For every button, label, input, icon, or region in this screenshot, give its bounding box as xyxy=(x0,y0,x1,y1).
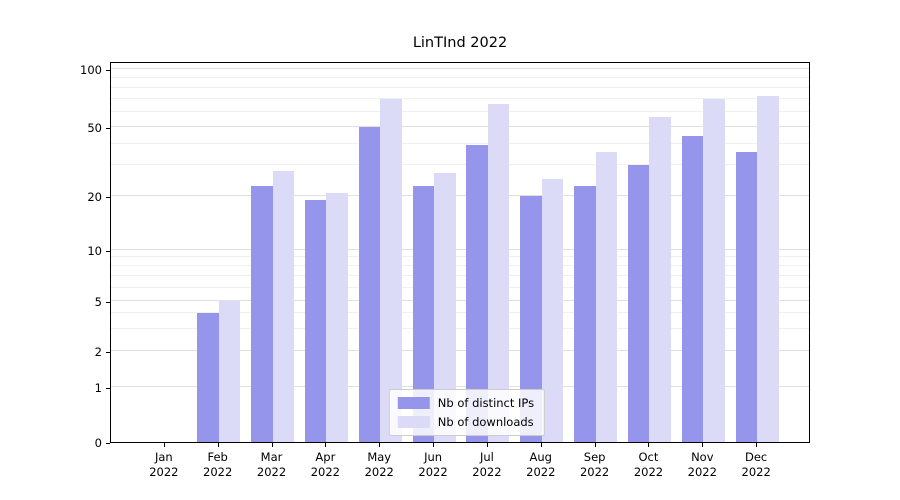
gridline xyxy=(111,68,809,70)
x-tick-label-mar: Mar 2022 xyxy=(256,450,287,479)
legend-label: Nb of distinct IPs xyxy=(437,396,535,410)
x-tick-label-jun: Jun 2022 xyxy=(418,450,448,479)
bar-downloads-sep xyxy=(595,151,618,442)
bar-distinct-ips-mar xyxy=(251,185,273,442)
x-tick-mark xyxy=(325,443,327,447)
bar-distinct-ips-jun xyxy=(412,185,435,442)
bar-downloads-may xyxy=(380,98,402,442)
bar-downloads-apr xyxy=(326,192,348,442)
y-tick-label: 20 xyxy=(87,190,102,205)
x-tick-mark xyxy=(540,443,542,447)
gridline xyxy=(111,275,809,277)
x-tick-mark xyxy=(379,443,381,447)
y-tick-mark xyxy=(106,250,110,252)
y-tick-mark xyxy=(106,127,110,129)
bar-distinct-ips-sep xyxy=(574,185,596,442)
legend: Nb of distinct IPs Nb of downloads xyxy=(388,389,546,436)
bar-distinct-ips-aug xyxy=(520,196,542,442)
gridline xyxy=(111,248,809,250)
y-tick-mark xyxy=(106,443,110,444)
legend-swatch xyxy=(397,397,430,409)
gridline xyxy=(111,125,809,127)
bar-downloads-nov xyxy=(703,98,725,442)
legend-swatch xyxy=(397,416,430,428)
gridline xyxy=(111,256,809,258)
x-tick-label-oct: Oct 2022 xyxy=(633,450,664,479)
x-tick-mark xyxy=(756,443,758,447)
gridline xyxy=(111,195,809,197)
bar-distinct-ips-may xyxy=(358,126,381,442)
x-tick-label-feb: Feb 2022 xyxy=(203,450,233,479)
x-tick-mark xyxy=(271,443,273,447)
x-tick-mark xyxy=(648,443,650,447)
gridline xyxy=(111,265,809,267)
gridline xyxy=(111,164,809,166)
x-tick-label-apr: Apr 2022 xyxy=(310,450,341,479)
y-tick-mark xyxy=(106,302,110,304)
bar-distinct-ips-dec xyxy=(735,151,758,442)
y-tick-label: 100 xyxy=(80,63,102,78)
x-tick-label-sep: Sep 2022 xyxy=(579,450,610,479)
gridline xyxy=(111,327,809,329)
y-tick-label: 0 xyxy=(94,436,102,450)
gridline xyxy=(111,77,809,79)
x-tick-label-nov: Nov 2022 xyxy=(687,450,717,479)
bar-downloads-feb xyxy=(218,301,241,442)
gridline xyxy=(111,142,809,144)
x-tick-mark xyxy=(433,443,435,447)
x-tick-label-dec: Dec 2022 xyxy=(741,450,771,479)
gridline xyxy=(111,97,809,99)
y-tick-mark xyxy=(106,388,110,390)
gridline xyxy=(111,110,809,112)
x-tick-mark xyxy=(163,443,165,447)
legend-item: Nb of distinct IPs xyxy=(397,396,535,410)
gridline xyxy=(111,286,809,288)
bar-distinct-ips-oct xyxy=(627,165,650,442)
bar-distinct-ips-nov xyxy=(681,136,704,442)
x-tick-mark xyxy=(594,443,596,447)
bar-downloads-jul xyxy=(487,103,510,442)
x-tick-mark xyxy=(486,443,488,447)
gridline xyxy=(111,349,809,351)
chart-title: LinTInd 2022 xyxy=(412,35,508,51)
bar-downloads-oct xyxy=(649,117,671,442)
y-tick-label: 50 xyxy=(87,120,102,135)
gridline xyxy=(111,312,809,314)
y-tick-label: 1 xyxy=(94,381,102,396)
legend-item: Nb of downloads xyxy=(397,415,534,429)
bar-distinct-ips-apr xyxy=(304,200,327,442)
x-tick-mark xyxy=(217,443,219,447)
bar-downloads-jun xyxy=(434,173,456,442)
bar-downloads-mar xyxy=(272,170,295,442)
y-tick-mark xyxy=(106,351,110,353)
gridline xyxy=(111,386,809,388)
bar-distinct-ips-feb xyxy=(197,313,219,442)
x-tick-label-may: May 2022 xyxy=(364,450,394,479)
x-tick-label-jul: Jul 2022 xyxy=(472,450,502,479)
x-tick-mark xyxy=(702,443,704,447)
bar-downloads-aug xyxy=(541,179,564,442)
y-tick-label: 10 xyxy=(87,243,102,258)
y-tick-mark xyxy=(106,197,110,199)
y-tick-mark xyxy=(106,70,110,72)
y-tick-label: 2 xyxy=(94,344,102,359)
gridline xyxy=(111,86,809,88)
gridline xyxy=(111,300,809,302)
x-tick-label-jan: Jan 2022 xyxy=(149,450,179,479)
plot-area: Nb of distinct IPs Nb of downloads xyxy=(110,62,810,443)
y-tick-label: 5 xyxy=(94,295,102,310)
x-tick-label-aug: Aug 2022 xyxy=(526,450,556,479)
legend-label: Nb of downloads xyxy=(437,415,534,429)
bar-downloads-dec xyxy=(757,96,779,442)
bar-distinct-ips-jul xyxy=(466,145,488,442)
